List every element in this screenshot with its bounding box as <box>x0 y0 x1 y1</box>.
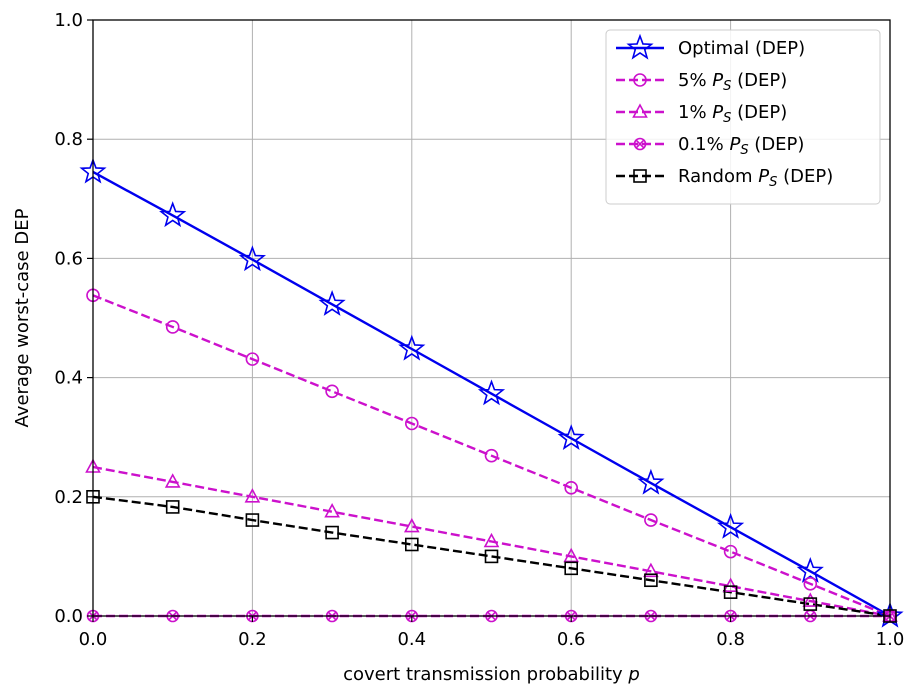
x-tick-label: 0.8 <box>716 629 745 650</box>
legend-entry-0: Optimal (DEP) <box>678 38 805 59</box>
data-point-2-9 <box>802 592 819 607</box>
data-point-0-2 <box>238 245 267 272</box>
legend-marker-3 <box>633 137 647 151</box>
data-point-2-5 <box>483 532 500 548</box>
ticks: 0.0 0.2 0.4 0.6 0.8 1.0 0.0 0.2 0.4 0.6 0.8 1.0 <box>54 10 904 650</box>
x-axis-label-variable: p <box>627 664 639 685</box>
data-point-1-3 <box>325 384 339 399</box>
y-tick-label: 0.4 <box>54 368 83 389</box>
y-tick-label: 0.0 <box>54 606 83 627</box>
legend-marker-0 <box>626 33 654 60</box>
data-point-2-6 <box>563 547 580 563</box>
data-point-1-5 <box>484 448 499 463</box>
legend-marker-3-cross-b <box>635 139 645 149</box>
y-axis-label: Average worst-case DEP <box>12 208 33 427</box>
data-point-0-3 <box>318 289 346 316</box>
legend: Optimal (DEP) 5% PS (DEP) 1% PS (DEP) 0.1% … <box>605 29 881 205</box>
data-point-1-8 <box>723 544 738 559</box>
data-point-4-1 <box>165 500 180 514</box>
data-point-2-4 <box>403 517 420 533</box>
series-line-0 <box>92 170 891 618</box>
x-axis-label-text: covert transmission probability <box>343 664 623 685</box>
x-tick-label: 1.0 <box>876 629 905 650</box>
data-point-4-9 <box>803 597 818 611</box>
data-point-1-7 <box>644 513 658 527</box>
legend-entry-2: 1% PS (DEP) <box>678 102 787 126</box>
data-point-1-4 <box>404 416 419 431</box>
y-tick-label: 0.8 <box>54 129 83 150</box>
x-tick-label: 0.6 <box>557 629 586 650</box>
data-point-4-7 <box>644 573 658 588</box>
legend-marker-3-ring <box>633 137 647 151</box>
data-point-0-5 <box>477 379 506 406</box>
data-point-0-4 <box>398 334 426 361</box>
data-point-1-6 <box>564 481 579 495</box>
y-tick-label: 0.2 <box>54 487 83 508</box>
data-point-4-3 <box>325 525 339 540</box>
y-tick-label: 1.0 <box>54 10 83 31</box>
data-point-0-8 <box>716 512 745 539</box>
series-lines <box>92 170 891 618</box>
data-point-4-4 <box>404 537 419 552</box>
x-tick-label: 0.2 <box>238 629 267 650</box>
data-point-0-1 <box>159 201 187 228</box>
y-tick-label: 0.6 <box>54 248 83 269</box>
plot-frame <box>92 19 891 617</box>
legend-entry-1: 5% PS (DEP) <box>678 70 787 94</box>
data-point-4-6 <box>564 561 579 576</box>
data-point-2-8 <box>722 577 739 593</box>
legend-marker-4 <box>633 169 647 183</box>
data-point-4-2 <box>245 513 260 527</box>
data-point-4-5 <box>484 549 499 564</box>
legend-entry-3: 0.1% PS (DEP) <box>678 134 804 158</box>
data-point-1-9 <box>803 577 818 591</box>
series-line-2 <box>92 465 891 618</box>
x-tick-label: 0.0 <box>79 629 108 650</box>
data-point-4-8 <box>723 585 738 599</box>
series-line-1 <box>92 294 891 618</box>
data-point-2-3 <box>324 503 340 518</box>
data-point-0-6 <box>557 424 585 450</box>
data-point-2-2 <box>244 488 261 503</box>
legend-box <box>605 29 881 205</box>
legend-entry-4: Random PS (DEP) <box>678 166 833 190</box>
data-point-2-1 <box>164 473 181 488</box>
data-point-0-9 <box>796 556 824 583</box>
data-point-1-2 <box>245 352 260 366</box>
series-line-4 <box>92 495 891 618</box>
legend-marker-2 <box>632 103 648 118</box>
data-point-2-7 <box>643 562 659 578</box>
x-tick-label: 0.4 <box>397 629 426 650</box>
legend-marker-1 <box>633 73 647 87</box>
x-axis-label: covert transmission probability p <box>343 664 640 685</box>
data-point-0-7 <box>637 468 665 495</box>
data-point-1-1 <box>165 320 180 334</box>
